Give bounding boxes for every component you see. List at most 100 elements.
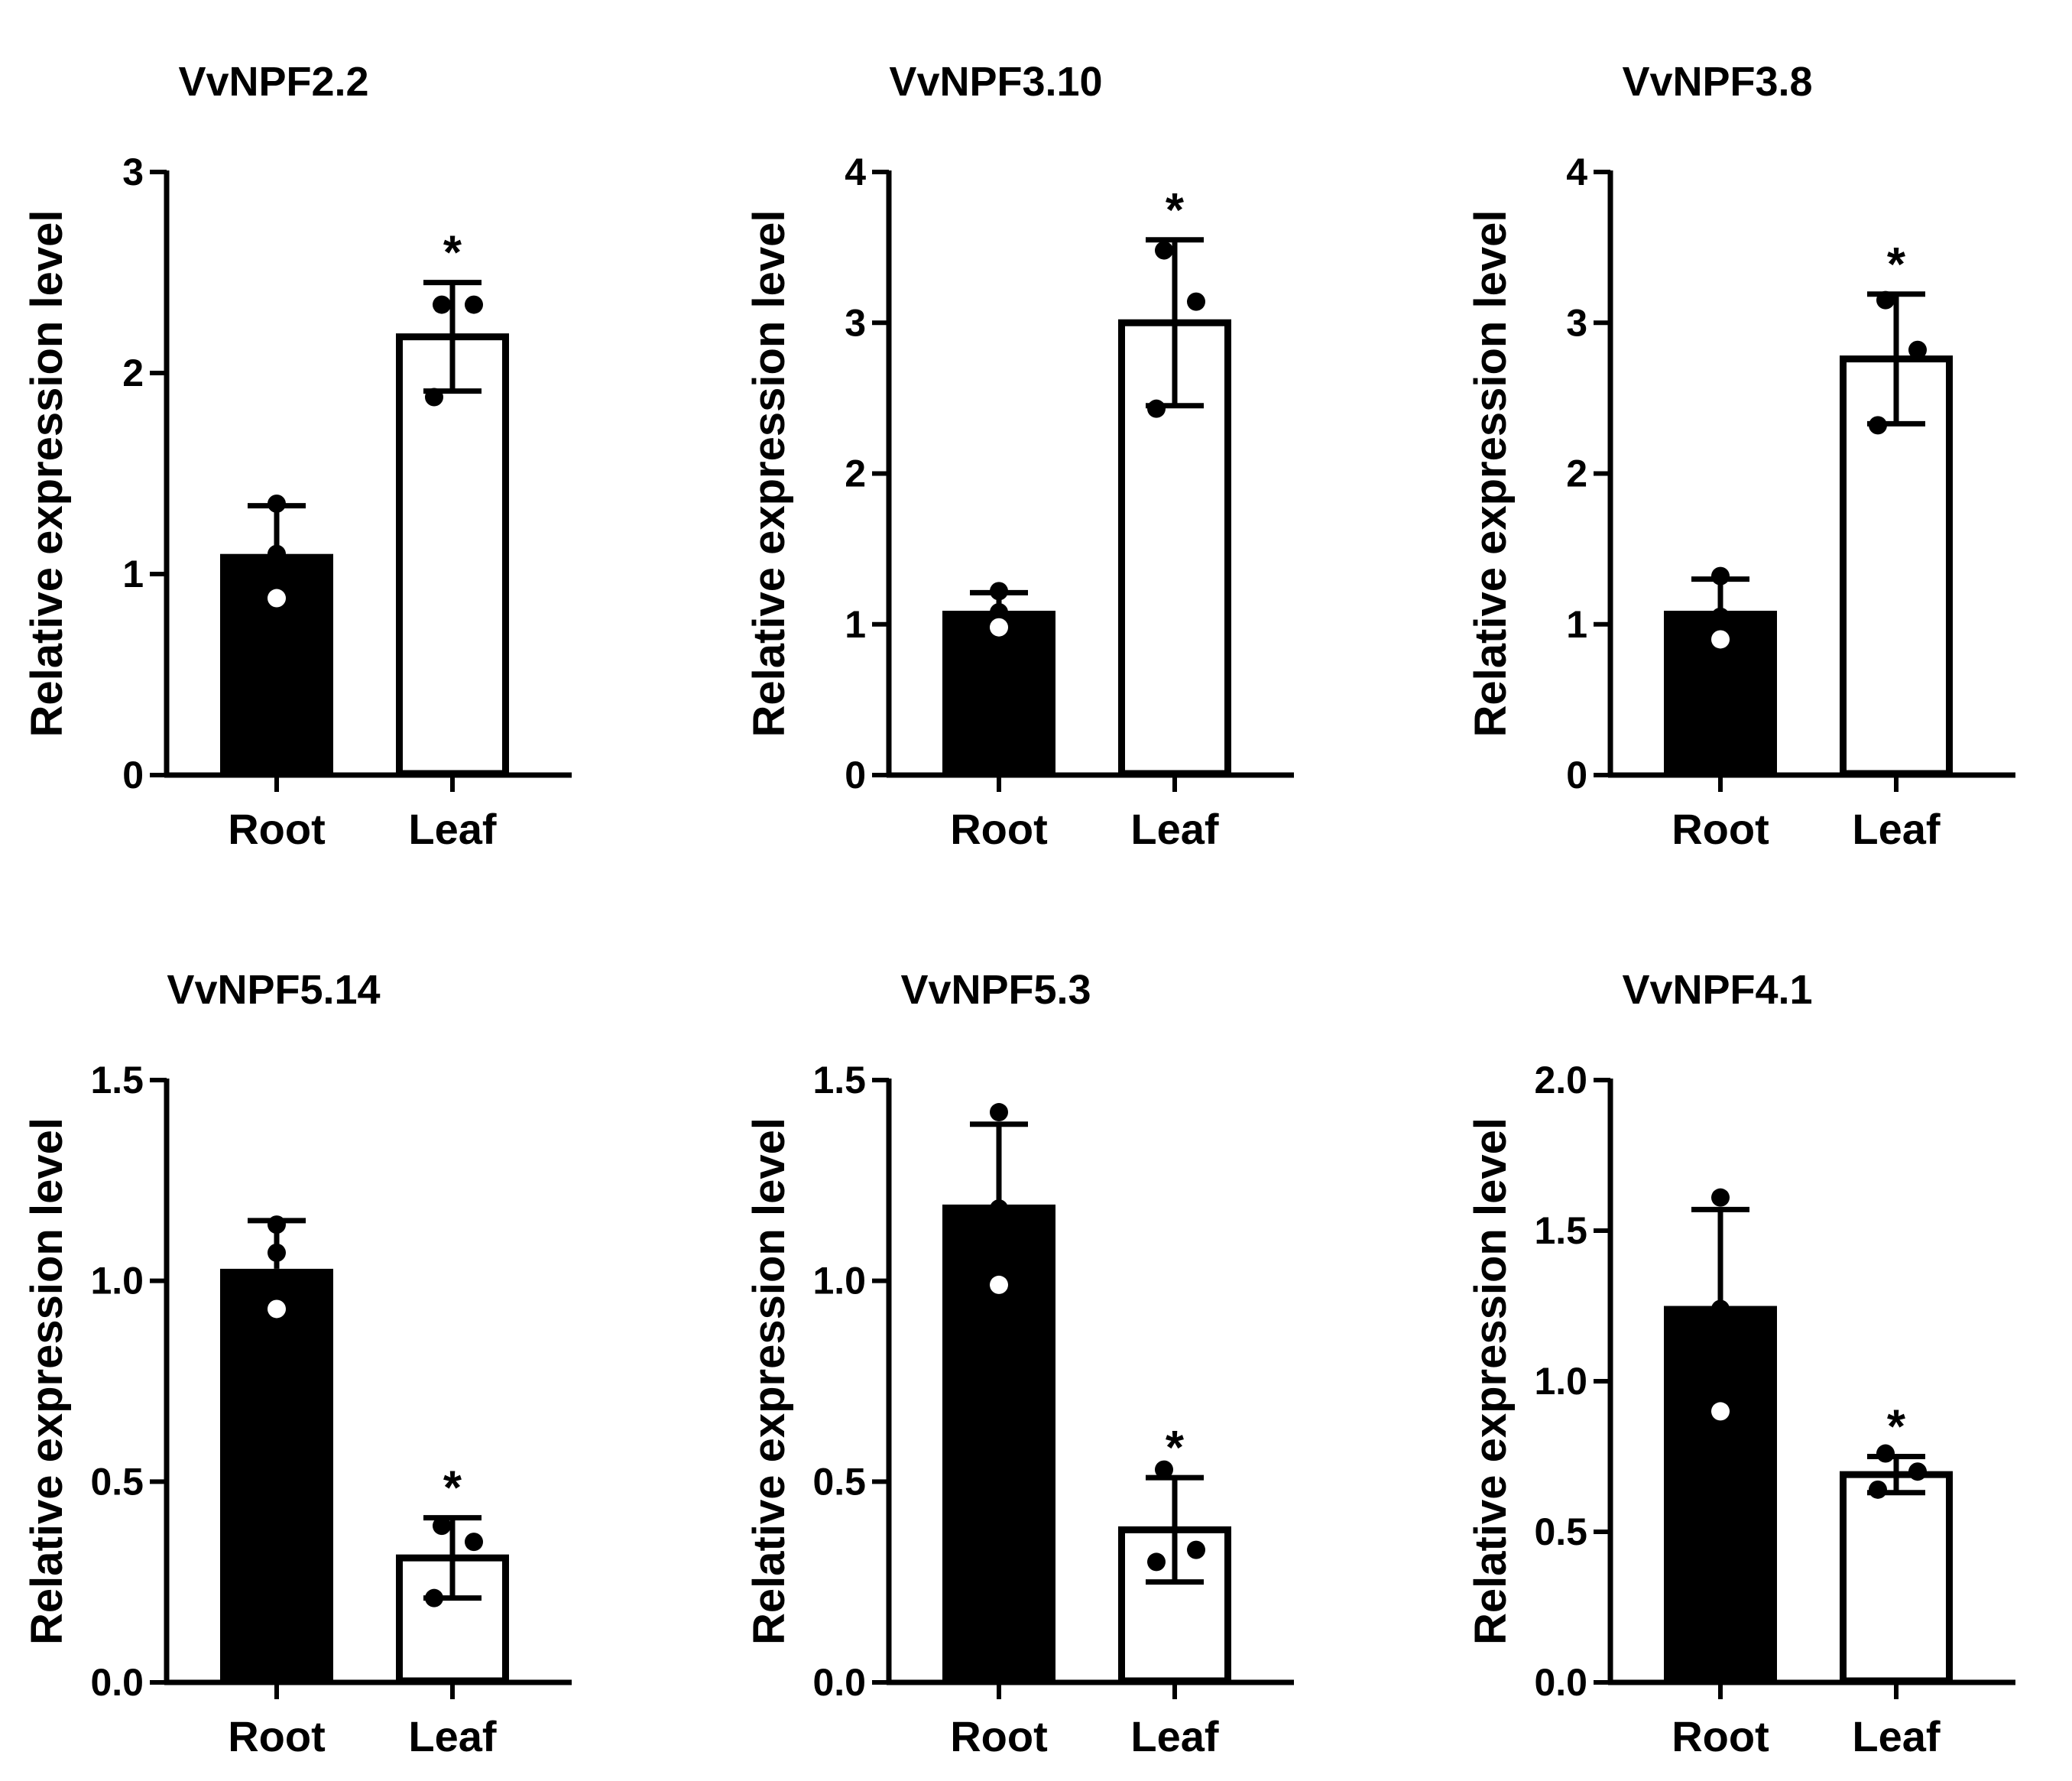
data-point <box>990 618 1008 637</box>
y-axis-label: Relative expression level <box>1466 1118 1516 1645</box>
data-point <box>990 1199 1008 1218</box>
chart-panel: VvNPF3.8 Relative expression level 0 1 2 3 4 Ro… <box>1466 59 2015 853</box>
significance-asterisk: * <box>1166 1422 1185 1474</box>
data-point <box>425 1588 443 1607</box>
bar-root <box>942 610 1055 775</box>
significance-asterisk: * <box>443 1462 462 1515</box>
y-axis-label: Relative expression level <box>1466 210 1516 738</box>
chart-title: VvNPF3.10 <box>889 59 1102 105</box>
x-tick-label: Root <box>950 1712 1048 1760</box>
y-tick-label: 3 <box>845 301 866 344</box>
y-tick-label: 1 <box>1566 603 1587 646</box>
chart-panel: VvNPF5.3 Relative expression level 0.0 0.5 1… <box>744 967 1294 1760</box>
y-tick-label: 0 <box>1566 754 1587 796</box>
y-tick-label: 3 <box>1566 301 1587 344</box>
y-tick-label: 2 <box>122 352 144 394</box>
x-tick-label: Leaf <box>1852 805 1940 853</box>
data-point <box>1908 1462 1927 1481</box>
y-tick-label: 1.5 <box>812 1059 866 1101</box>
y-axis-label: Relative expression level <box>22 1118 72 1645</box>
data-point <box>1147 399 1166 418</box>
y-tick-label: 0 <box>122 754 144 796</box>
data-point <box>1869 1480 1887 1499</box>
y-tick-label: 2.0 <box>1534 1059 1587 1101</box>
data-point <box>1711 1299 1730 1319</box>
data-point <box>268 1299 286 1319</box>
chart-title: VvNPF4.1 <box>1622 967 1812 1013</box>
data-point <box>990 582 1008 601</box>
y-tick-label: 0.5 <box>90 1460 144 1503</box>
chart-title: VvNPF5.14 <box>167 967 380 1013</box>
x-tick-label: Leaf <box>408 805 496 853</box>
data-point <box>1155 1460 1173 1479</box>
data-point <box>465 295 483 314</box>
data-point <box>1876 1444 1895 1463</box>
significance-asterisk: * <box>1887 1401 1906 1454</box>
y-tick-label: 0.0 <box>812 1661 866 1704</box>
bar-leaf <box>1118 1526 1231 1685</box>
data-point <box>1869 416 1887 435</box>
data-point <box>990 1275 1008 1294</box>
bar-leaf <box>1840 355 1953 777</box>
bar-root <box>1664 1306 1777 1682</box>
bar-leaf <box>1840 1471 1953 1685</box>
data-point <box>1147 1552 1166 1572</box>
chart-panel: VvNPF3.10 Relative expression level 0 1 2 3 4 R… <box>744 59 1294 853</box>
y-axis-label: Relative expression level <box>744 1118 794 1645</box>
bar-leaf <box>396 333 509 777</box>
significance-asterisk: * <box>443 227 462 280</box>
chart-title: VvNPF5.3 <box>900 967 1091 1013</box>
y-tick-label: 1 <box>122 553 144 595</box>
y-tick-label: 0.5 <box>812 1460 866 1503</box>
y-tick-label: 1 <box>845 603 866 646</box>
y-tick-label: 1.0 <box>1534 1360 1587 1403</box>
bar-leaf <box>1118 319 1231 777</box>
chart-panel: VvNPF4.1 Relative expression level 0.0 0.5 1… <box>1466 967 2015 1760</box>
y-tick-label: 1.5 <box>1534 1209 1587 1252</box>
y-axis-label: Relative expression level <box>744 210 794 738</box>
data-point <box>268 589 286 608</box>
data-point <box>465 1533 483 1552</box>
data-point <box>1155 241 1173 260</box>
chart-title: VvNPF2.2 <box>178 59 368 105</box>
y-tick-label: 1.0 <box>90 1260 144 1302</box>
y-tick-label: 4 <box>845 151 866 193</box>
y-tick-label: 1.0 <box>812 1260 866 1302</box>
data-point <box>268 544 286 563</box>
y-axis-label: Relative expression level <box>22 210 72 738</box>
data-point <box>1711 630 1730 649</box>
bar-root <box>220 553 333 775</box>
data-point <box>1711 607 1730 626</box>
y-tick-label: 0.5 <box>1534 1510 1587 1553</box>
x-tick-label: Root <box>950 805 1048 853</box>
y-tick-label: 0.0 <box>1534 1661 1587 1704</box>
x-tick-label: Root <box>228 805 326 853</box>
data-point <box>990 602 1008 621</box>
data-point <box>990 1103 1008 1122</box>
x-tick-label: Root <box>1672 1712 1769 1760</box>
chart-panel: VvNPF2.2 Relative expression level 0 1 2 3 Roo… <box>22 59 572 853</box>
data-point <box>433 295 451 314</box>
bar-root <box>220 1268 333 1682</box>
y-tick-label: 3 <box>122 151 144 193</box>
y-tick-label: 2 <box>845 453 866 495</box>
x-tick-label: Root <box>1672 805 1769 853</box>
data-point <box>268 1243 286 1262</box>
significance-asterisk: * <box>1887 238 1906 291</box>
y-tick-label: 1.5 <box>90 1059 144 1101</box>
y-tick-label: 2 <box>1566 453 1587 495</box>
data-point <box>1187 292 1205 311</box>
significance-asterisk: * <box>1166 184 1185 237</box>
y-tick-label: 4 <box>1566 151 1587 193</box>
x-tick-label: Root <box>228 1712 326 1760</box>
data-point <box>268 494 286 513</box>
data-point <box>433 1517 451 1536</box>
chart-panel: VvNPF5.14 Relative expression level 0.0 0.5… <box>22 967 572 1760</box>
chart-title: VvNPF3.8 <box>1622 59 1812 105</box>
y-tick-label: 0.0 <box>90 1661 144 1704</box>
data-point <box>1187 1540 1205 1559</box>
y-tick-label: 0 <box>845 754 866 796</box>
data-point <box>268 1215 286 1234</box>
data-point <box>425 388 443 407</box>
